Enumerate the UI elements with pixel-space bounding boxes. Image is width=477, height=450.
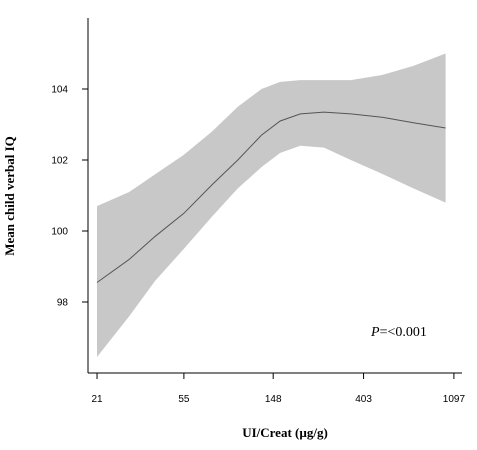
x-tick-label: 148 (265, 394, 282, 405)
fitted-line (96, 111, 446, 283)
y-ticks: 98 100 102 104 (51, 85, 88, 309)
y-tick-label: 102 (51, 156, 68, 167)
y-tick-label: 104 (51, 85, 68, 96)
x-tick-label: 1097 (443, 394, 466, 405)
x-ticks: 21 55 148 403 1097 (91, 373, 465, 405)
axes (87, 18, 462, 374)
confidence-band (97, 53, 446, 357)
p-value-label: P (370, 325, 380, 340)
y-tick-label: 100 (51, 227, 68, 238)
y-axis-title: Mean child verbal IQ (2, 136, 17, 256)
p-value-annotation: P=<0.001 (370, 325, 427, 340)
fitted-line-layer (96, 111, 446, 283)
x-axis-title: UI/Creat (µg/g) (242, 425, 328, 440)
confidence-band-layer (97, 53, 446, 357)
x-tick-label: 55 (178, 394, 190, 405)
y-tick-label: 98 (57, 298, 69, 309)
x-tick-label: 403 (355, 394, 372, 405)
p-value-text: =<0.001 (380, 325, 427, 340)
x-tick-label: 21 (91, 394, 103, 405)
